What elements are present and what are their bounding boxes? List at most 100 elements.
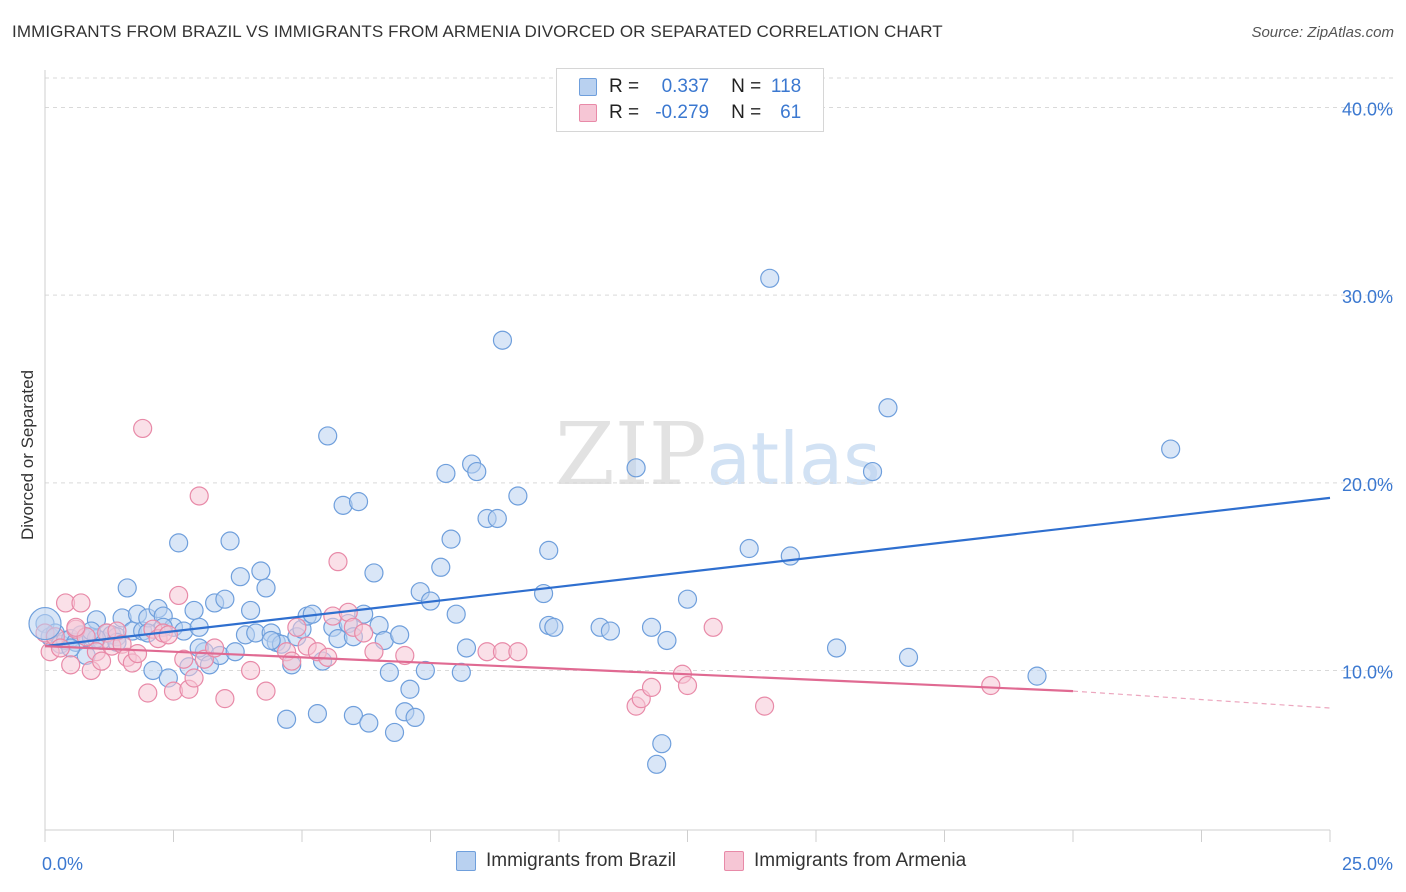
legend-label: Immigrants from Armenia xyxy=(754,850,967,871)
brazil-point xyxy=(251,561,271,581)
brazil-point xyxy=(400,679,420,699)
brazil-point xyxy=(230,567,250,587)
y-tick-label: 10.0% xyxy=(1342,662,1393,682)
r-label: R = xyxy=(609,102,640,123)
brazil-point xyxy=(544,617,564,637)
chart-title: IMMIGRANTS FROM BRAZIL VS IMMIGRANTS FRO… xyxy=(12,22,943,41)
brazil-point xyxy=(760,268,780,288)
brazil-point xyxy=(241,600,261,621)
brazil-point xyxy=(508,486,528,506)
brazil-point xyxy=(276,709,297,729)
n-label: N = xyxy=(731,102,762,123)
armenia-point xyxy=(61,655,81,675)
brazil-point xyxy=(878,398,898,418)
legend-item-armenia[interactable]: Immigrants from Armenia xyxy=(724,850,966,872)
armenia-point xyxy=(91,651,112,671)
brazil-point xyxy=(492,330,513,350)
brazil-point xyxy=(436,463,456,484)
brazil-point xyxy=(169,533,189,553)
r-label: R = xyxy=(609,76,640,97)
legend-item-brazil[interactable]: Immigrants from Brazil xyxy=(456,850,676,872)
brazil-point xyxy=(143,660,163,681)
brazil-point xyxy=(641,617,662,637)
brazil-point xyxy=(117,578,137,598)
watermark-zip: ZIP xyxy=(555,405,707,505)
armenia-point xyxy=(395,645,415,666)
brazil-point xyxy=(456,638,477,658)
armenia-point xyxy=(133,418,153,439)
brazil-point xyxy=(390,625,410,645)
armenia-point xyxy=(158,625,178,645)
armenia-point xyxy=(677,675,698,696)
brazil-point xyxy=(657,630,677,651)
brazil-point xyxy=(898,647,919,667)
brazil-point xyxy=(1027,666,1047,686)
brazil-point xyxy=(467,461,487,482)
armenia-trendline xyxy=(44,644,1074,693)
brazil-trendline xyxy=(44,496,1331,648)
brazil-point xyxy=(318,426,338,446)
brazil-point xyxy=(1161,439,1181,459)
armenia-point xyxy=(641,677,662,697)
x-tick-label-min: 0.0% xyxy=(42,854,83,874)
armenia-point xyxy=(184,668,204,688)
armenia-legend-swatch xyxy=(724,851,744,871)
armenia-point xyxy=(174,649,194,669)
brazil-point xyxy=(600,621,621,641)
armenia-point xyxy=(215,689,235,709)
brazil-swatch xyxy=(579,78,597,96)
x-tick-label-max: 25.0% xyxy=(1342,854,1393,874)
armenia-point xyxy=(282,651,302,671)
brazil-point xyxy=(384,722,405,743)
armenia-point xyxy=(287,617,307,637)
armenia-point xyxy=(256,681,276,701)
armenia-trendline-extension xyxy=(1072,690,1331,709)
brazil-point xyxy=(364,563,384,583)
stats-box: R = 0.337 N = 118 R = -0.279 N = 61 xyxy=(556,68,824,132)
watermark-atlas: atlas xyxy=(706,417,881,501)
r-value: -0.279 xyxy=(655,102,710,123)
brazil-point xyxy=(256,578,276,598)
n-value: 118 xyxy=(770,76,802,97)
brazil-point xyxy=(780,546,800,566)
brazil-point xyxy=(225,642,245,662)
brazil-point xyxy=(652,734,672,754)
y-tick-label: 30.0% xyxy=(1342,287,1393,307)
armenia-point xyxy=(364,642,384,662)
brazil-point xyxy=(826,638,847,658)
brazil-point xyxy=(539,540,559,560)
brazil-point xyxy=(405,707,425,728)
brazil-legend-swatch xyxy=(456,851,476,871)
brazil-point xyxy=(487,508,507,529)
brazil-point xyxy=(359,713,379,733)
brazil-point-large xyxy=(28,606,62,641)
armenia-point xyxy=(138,683,158,703)
n-label: N = xyxy=(731,76,762,97)
y-tick-label: 40.0% xyxy=(1342,100,1393,120)
armenia-point xyxy=(328,552,348,572)
armenia-point xyxy=(169,585,189,606)
brazil-point xyxy=(343,705,363,726)
brazil-point xyxy=(215,589,235,609)
n-value: 61 xyxy=(780,102,802,123)
armenia-point xyxy=(127,644,148,664)
armenia-point xyxy=(241,660,261,681)
armenia-swatch xyxy=(579,104,597,122)
brazil-point xyxy=(647,754,667,774)
brazil-point xyxy=(184,600,204,621)
stats-row-armenia: R = -0.279 N = 61 xyxy=(579,100,801,126)
r-value: 0.337 xyxy=(661,76,710,97)
armenia-point xyxy=(754,696,775,716)
brazil-point xyxy=(739,538,759,559)
armenia-point xyxy=(981,675,1001,696)
stats-row-brazil: R = 0.337 N = 118 xyxy=(579,74,801,100)
legend-label: Immigrants from Brazil xyxy=(486,850,677,871)
brazil-point xyxy=(415,660,435,681)
brazil-point xyxy=(379,662,399,682)
brazil-point xyxy=(677,589,698,609)
y-tick-label: 20.0% xyxy=(1342,475,1393,495)
brazil-point xyxy=(862,461,883,482)
armenia-point xyxy=(71,593,91,613)
armenia-point xyxy=(703,617,723,637)
